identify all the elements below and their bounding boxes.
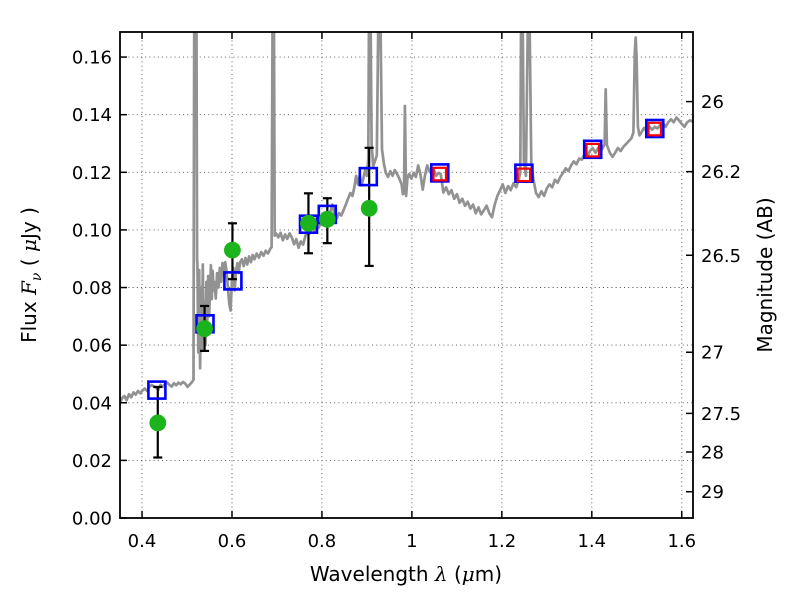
model-square bbox=[358, 166, 379, 187]
model-square bbox=[223, 271, 243, 291]
right-tick-label: 29 bbox=[701, 482, 724, 503]
observed-point bbox=[300, 214, 317, 232]
alt-model-square bbox=[585, 142, 601, 158]
model-square bbox=[644, 118, 665, 139]
observed-point bbox=[224, 241, 241, 259]
right-tick-label: 27 bbox=[701, 343, 724, 364]
observed-point bbox=[318, 210, 336, 228]
x-tick-label: 1.6 bbox=[667, 531, 696, 552]
observed-point bbox=[360, 199, 378, 217]
x-tick-label: 1 bbox=[406, 531, 417, 552]
observed-point bbox=[196, 320, 214, 338]
y-tick-label: 0.08 bbox=[72, 278, 112, 299]
x-tick-labels: 0.4 0.6 0.8 1 1.2 1.4 1.6 bbox=[128, 531, 696, 552]
right-tick-labels: 26 26.2 26.5 27 27.5 28 29 bbox=[701, 92, 741, 503]
alt-model-square bbox=[516, 167, 532, 183]
observed-photometry-points bbox=[149, 199, 378, 432]
y-tick-label: 0.06 bbox=[72, 336, 112, 357]
right-tick-label: 28 bbox=[701, 443, 724, 464]
right-tick-label: 26.2 bbox=[701, 162, 741, 183]
x-tick-label: 1.2 bbox=[488, 531, 517, 552]
y-tick-label: 0.12 bbox=[72, 163, 112, 184]
x-tick-label: 0.8 bbox=[308, 531, 337, 552]
tick-marks bbox=[120, 32, 693, 519]
y-tick-label: 0.04 bbox=[72, 393, 112, 414]
alt-model-photometry-squares bbox=[432, 121, 663, 183]
y-tick-label: 0.00 bbox=[72, 509, 112, 530]
y-tick-label: 0.16 bbox=[72, 48, 112, 69]
left-y-axis-label: Flux Fν ( μJy ) bbox=[17, 207, 45, 343]
right-tick-label: 26 bbox=[701, 92, 724, 113]
y-tick-label: 0.02 bbox=[72, 451, 112, 472]
error-bars bbox=[153, 146, 374, 459]
model-square bbox=[147, 380, 167, 400]
x-axis-label: Wavelength λ (μm) bbox=[310, 562, 502, 586]
alt-model-square bbox=[647, 121, 663, 137]
alt-model-square bbox=[432, 166, 448, 182]
x-tick-label: 1.4 bbox=[577, 531, 606, 552]
spectrum-path bbox=[120, 32, 693, 405]
right-tick-label: 27.5 bbox=[701, 404, 741, 425]
right-tick-label: 26.5 bbox=[701, 246, 741, 267]
y-tick-label: 0.14 bbox=[72, 105, 112, 126]
observed-point bbox=[149, 414, 167, 432]
axes-frame bbox=[119, 31, 694, 519]
right-y-axis-label: Magnitude (AB) bbox=[753, 197, 777, 352]
y-tick-label: 0.10 bbox=[72, 220, 112, 241]
y-tick-labels: 0.00 0.02 0.04 0.06 0.08 0.10 0.12 0.14 0.16 bbox=[72, 48, 112, 530]
x-tick-label: 0.4 bbox=[128, 531, 157, 552]
model-square bbox=[582, 139, 603, 160]
model-spectrum-line bbox=[120, 32, 693, 405]
x-tick-label: 0.6 bbox=[218, 531, 247, 552]
